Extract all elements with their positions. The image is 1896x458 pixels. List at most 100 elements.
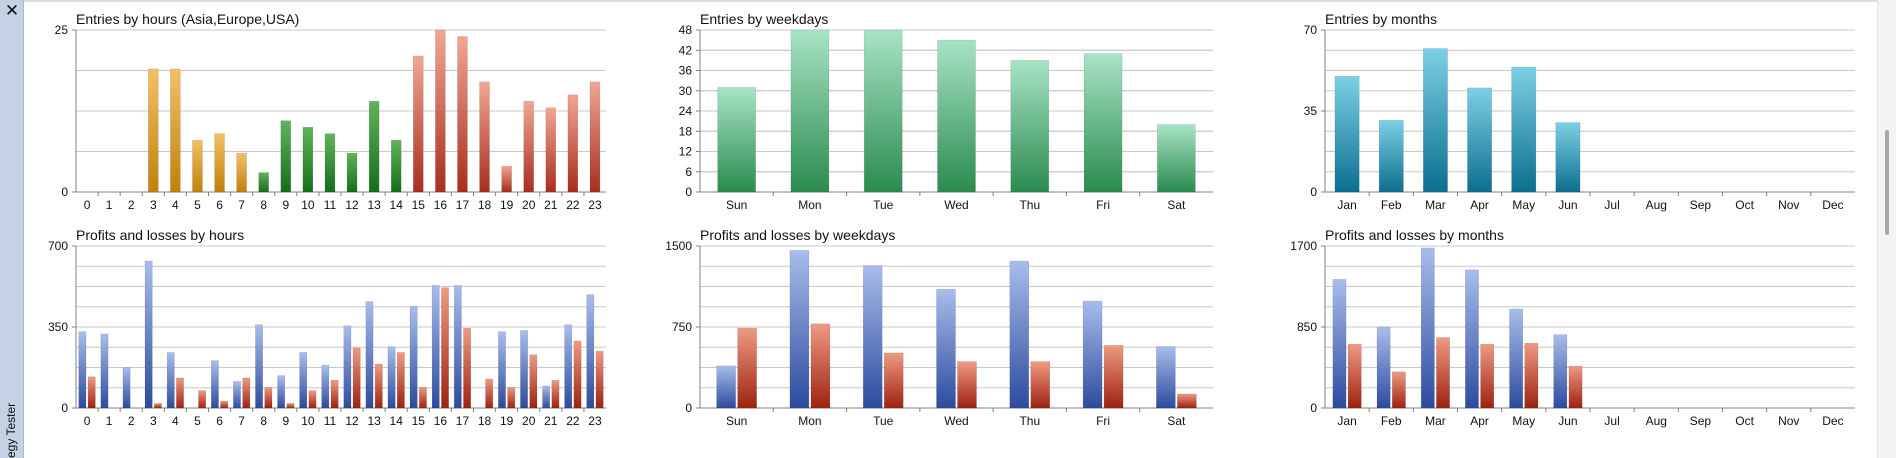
- bar: [346, 152, 358, 193]
- close-icon[interactable]: ✕: [4, 1, 20, 21]
- x-tick-label: Sat: [1167, 414, 1186, 428]
- bar: [1157, 124, 1196, 193]
- profit-bar: [1509, 308, 1524, 409]
- loss-bar: [441, 287, 449, 409]
- x-tick-label: 11: [324, 198, 337, 212]
- x-tick-label: 5: [194, 414, 201, 428]
- loss-bar: [1391, 371, 1406, 409]
- y-tick-label: 750: [672, 320, 692, 334]
- loss-bar: [308, 390, 317, 409]
- bar: [280, 120, 292, 193]
- x-tick-label: 21: [544, 198, 558, 212]
- x-tick-label: Sun: [726, 414, 747, 428]
- bar: [863, 29, 903, 193]
- x-tick-label: Sep: [1690, 198, 1712, 212]
- loss-bar: [153, 403, 162, 409]
- scrollbar-thumb[interactable]: [1885, 130, 1889, 235]
- bar: [1422, 48, 1448, 193]
- x-tick-label: Jul: [1604, 414, 1619, 428]
- x-tick-label: 4: [172, 198, 179, 212]
- x-tick-label: Wed: [944, 414, 968, 428]
- x-tick-label: 22: [566, 414, 580, 428]
- profit-bar: [586, 294, 595, 409]
- loss-bar: [330, 379, 339, 409]
- loss-bar: [529, 354, 538, 409]
- chart-title: Entries by hours (Asia,Europe,USA): [76, 11, 299, 27]
- loss-bar: [810, 323, 831, 409]
- x-tick-label: Oct: [1735, 414, 1754, 428]
- bar: [501, 165, 512, 193]
- bar: [567, 94, 579, 193]
- chart-title: Profits and losses by hours: [76, 227, 244, 243]
- profit-bar: [1009, 260, 1030, 409]
- x-tick-label: 18: [478, 198, 492, 212]
- profit-bar: [542, 385, 551, 409]
- loss-bar: [1436, 337, 1450, 409]
- x-tick-label: 1: [106, 198, 113, 212]
- bar: [435, 29, 446, 193]
- x-tick-label: 22: [566, 198, 580, 212]
- x-tick-label: 4: [172, 414, 179, 428]
- x-tick-label: 17: [456, 198, 470, 212]
- x-tick-label: Jun: [1558, 414, 1577, 428]
- x-tick-label: Dec: [1822, 198, 1843, 212]
- x-tick-label: 7: [238, 198, 245, 212]
- x-tick-label: 19: [500, 198, 514, 212]
- x-tick-label: Jul: [1604, 198, 1619, 212]
- y-tick-label: 70: [1304, 23, 1318, 37]
- x-tick-label: 20: [522, 414, 536, 428]
- loss-bar: [485, 378, 494, 409]
- x-tick-label: 0: [84, 198, 91, 212]
- profit-bar: [1332, 279, 1347, 409]
- bar: [148, 68, 159, 193]
- loss-bar: [418, 386, 427, 409]
- bar: [937, 39, 976, 193]
- loss-bar: [1524, 342, 1539, 409]
- chart-title: Entries by months: [1325, 11, 1437, 27]
- x-tick-label: Mar: [1425, 198, 1446, 212]
- y-tick-label: 30: [679, 84, 693, 98]
- profit-bar: [409, 305, 418, 409]
- bar: [717, 87, 756, 193]
- profit-bar: [100, 333, 109, 409]
- loss-bar: [507, 386, 516, 409]
- profit-bar: [387, 346, 396, 409]
- bar: [1555, 122, 1581, 193]
- loss-bar: [87, 376, 96, 409]
- x-tick-label: 23: [588, 198, 602, 212]
- y-tick-label: 36: [679, 64, 693, 78]
- loss-bar: [1177, 393, 1197, 409]
- loss-bar: [286, 403, 295, 409]
- x-tick-label: Tue: [873, 198, 894, 212]
- profit-bar: [210, 360, 219, 409]
- x-tick-label: Sep: [1690, 414, 1712, 428]
- bar: [170, 68, 181, 193]
- x-tick-label: 12: [345, 414, 359, 428]
- y-tick-label: 700: [48, 239, 68, 253]
- x-tick-label: 21: [544, 414, 558, 428]
- x-tick-label: Sun: [726, 198, 747, 212]
- vertical-scrollbar[interactable]: [1877, 0, 1896, 458]
- profit-bar: [431, 285, 440, 409]
- profit-bar: [789, 250, 810, 409]
- profit-bar: [1376, 326, 1391, 409]
- loss-bar: [737, 327, 757, 409]
- x-tick-label: 15: [412, 198, 426, 212]
- profit-bar: [1465, 269, 1479, 409]
- x-tick-label: 3: [150, 198, 157, 212]
- loss-bar: [264, 386, 273, 409]
- profit-bar: [321, 364, 330, 409]
- x-tick-label: 19: [500, 414, 514, 428]
- x-tick-label: 23: [588, 414, 602, 428]
- top-divider: [24, 0, 1896, 2]
- x-tick-label: 5: [194, 198, 201, 212]
- bar: [479, 81, 490, 193]
- bar: [1378, 119, 1404, 193]
- x-tick-label: Thu: [1019, 198, 1040, 212]
- bar: [302, 126, 314, 193]
- x-tick-label: 15: [412, 414, 426, 428]
- profit-bar: [255, 324, 264, 409]
- x-tick-label: May: [1512, 198, 1535, 212]
- x-tick-label: 1: [106, 414, 113, 428]
- x-tick-label: Jan: [1337, 414, 1356, 428]
